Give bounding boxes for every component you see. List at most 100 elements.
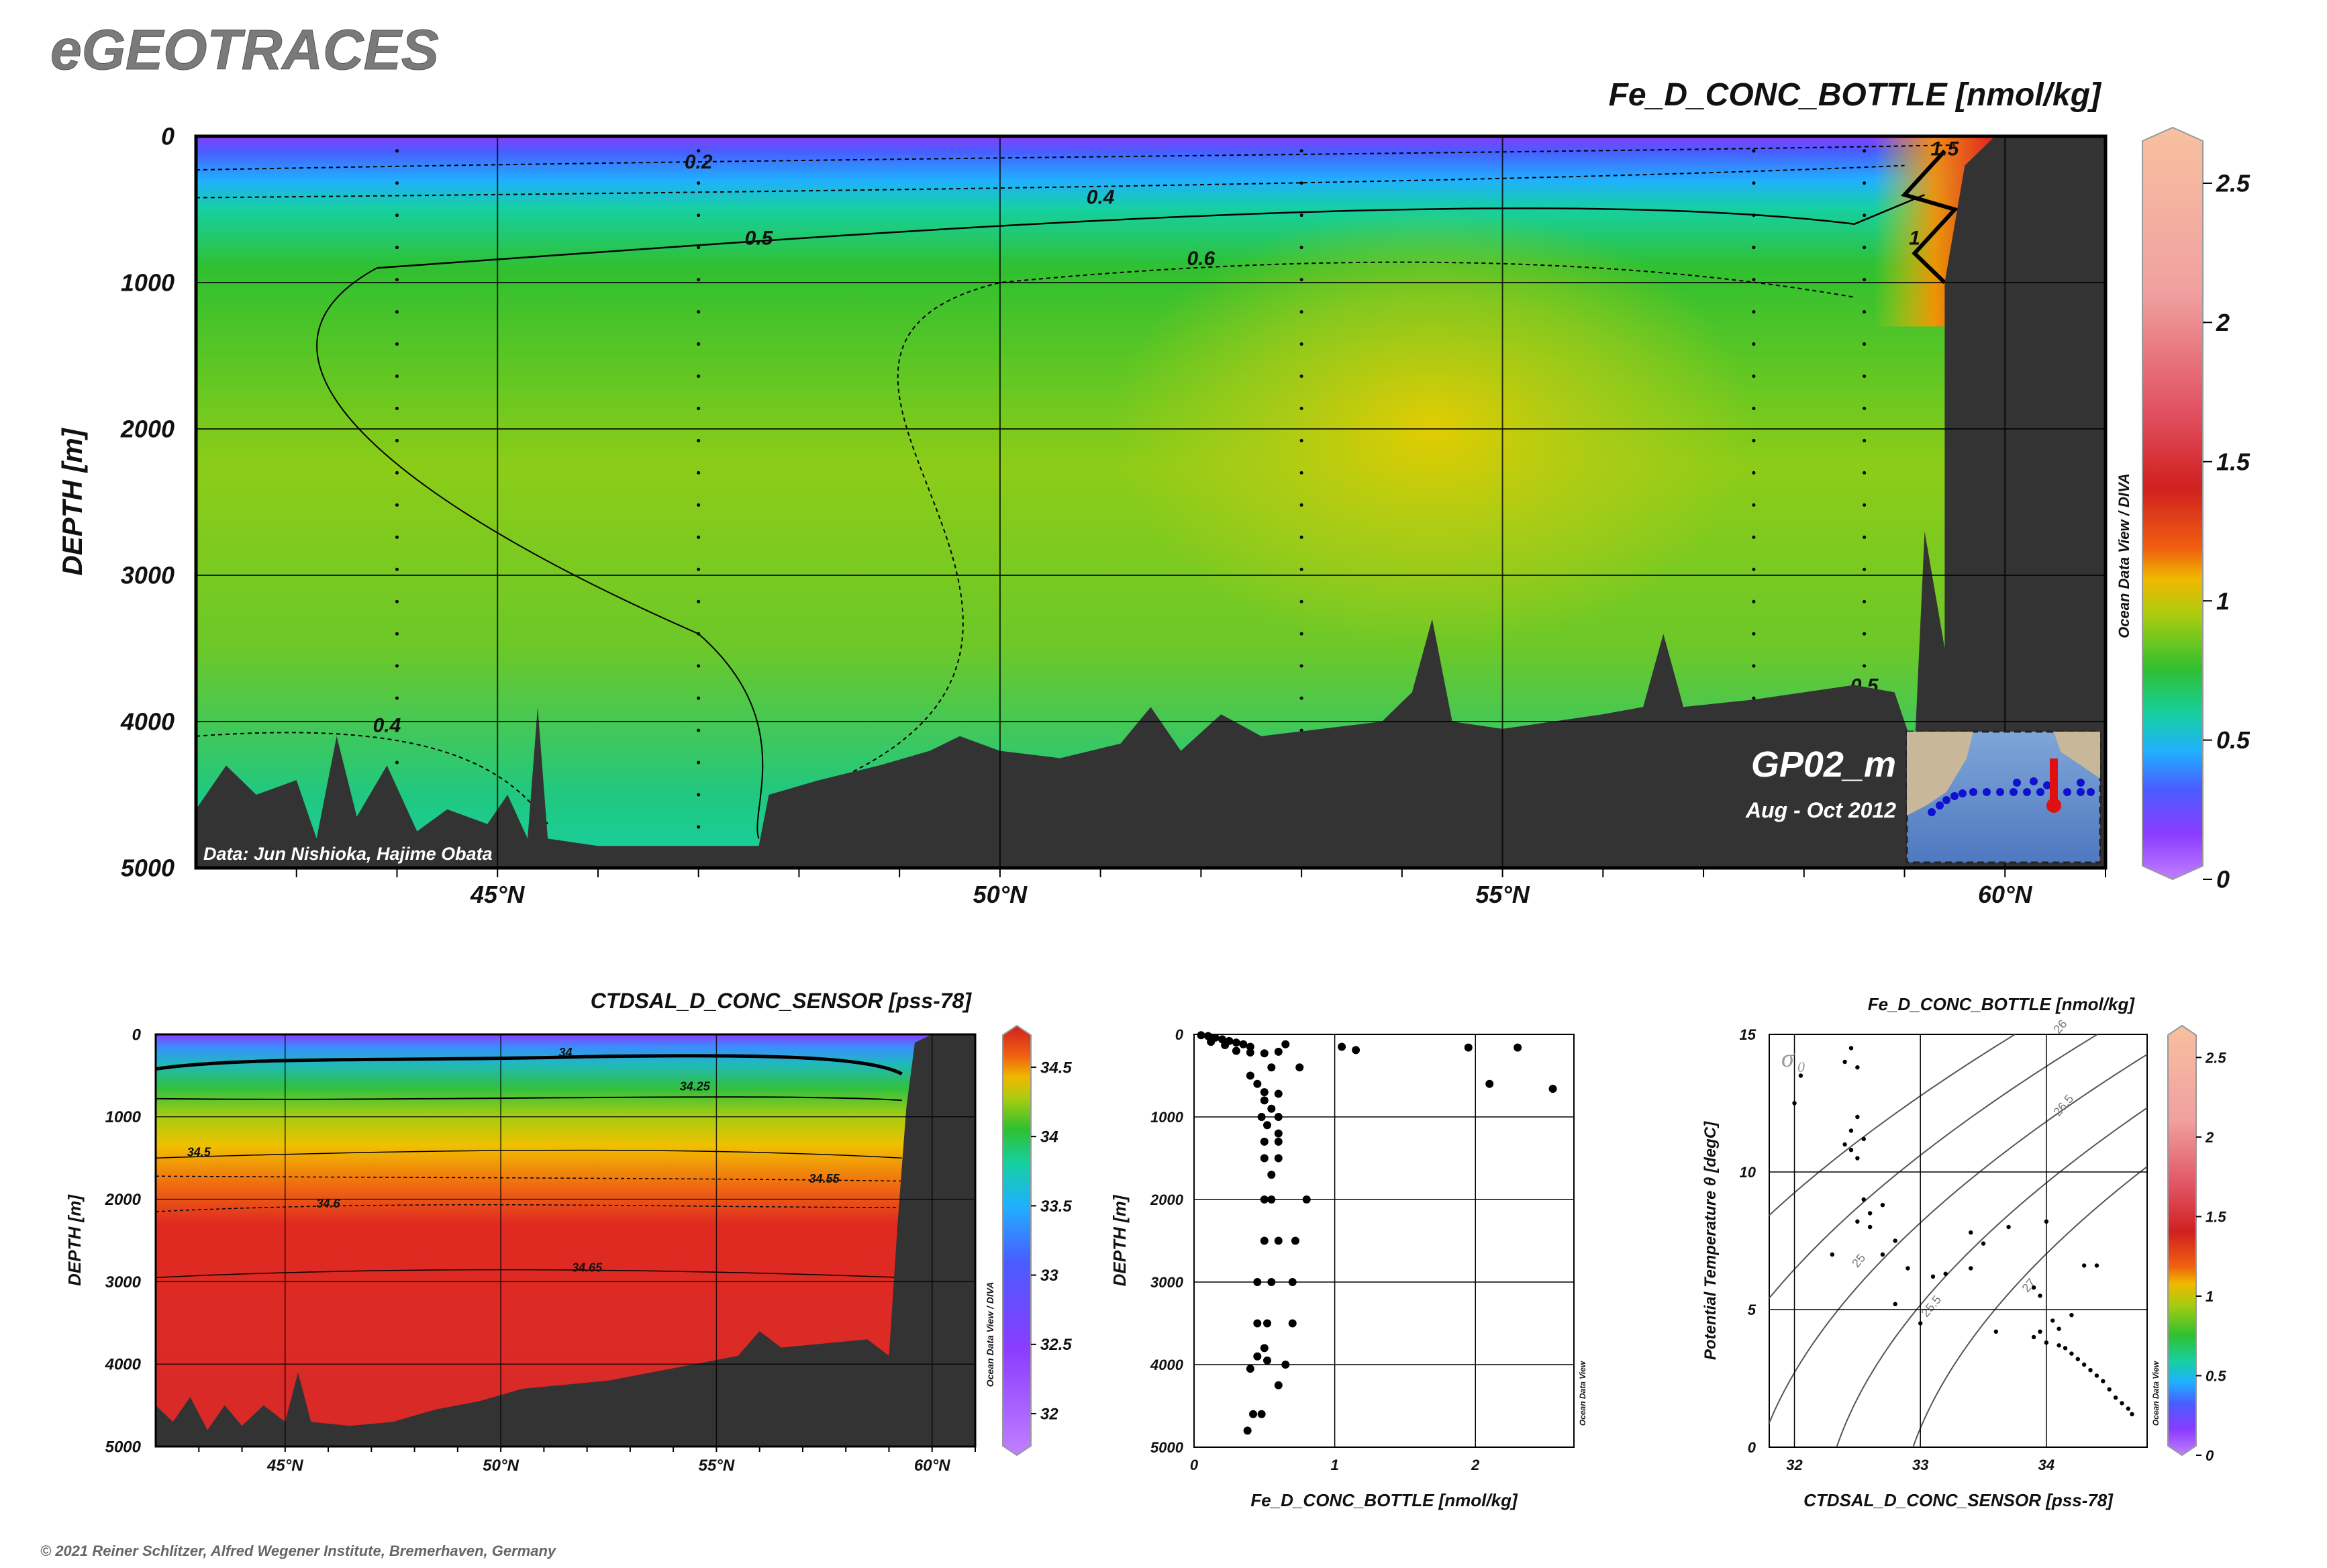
y-tick-label: 3000 <box>105 1273 142 1291</box>
map-station-dot <box>2043 781 2051 789</box>
data-point <box>2031 1334 2036 1340</box>
colorbar <box>2142 126 2204 881</box>
sample-point <box>1752 406 1756 410</box>
data-point <box>1274 1129 1283 1138</box>
sample-point <box>395 438 399 442</box>
sample-point <box>1752 599 1756 603</box>
plot-frame <box>1193 1034 1575 1448</box>
colorbar-tick-label: 0 <box>2206 1447 2214 1464</box>
sample-point <box>1299 278 1303 282</box>
chart-title: Fe_D_CONC_BOTTLE [nmol/kg] <box>1609 77 2102 113</box>
data-point <box>2057 1343 2061 1348</box>
x-tick-label: 55°N <box>699 1457 735 1475</box>
map-station-dot <box>2010 788 2018 796</box>
sample-point <box>697 149 701 153</box>
sample-point <box>697 825 701 829</box>
contour-line <box>155 1096 902 1101</box>
map-station-dot <box>1928 808 1936 816</box>
sample-point <box>1863 567 1867 571</box>
sample-point <box>697 375 701 379</box>
sample-point <box>697 406 701 410</box>
sample-point <box>1863 535 1867 539</box>
contour-label: 0.4 <box>1087 186 1115 208</box>
contour-line <box>195 164 1905 199</box>
sample-point <box>1863 406 1867 410</box>
sample-point <box>1752 632 1756 636</box>
sample-point <box>1752 535 1756 539</box>
colorbar <box>2167 1024 2197 1457</box>
map-station-dot <box>2077 779 2085 787</box>
y-tick-label: 3000 <box>121 562 175 589</box>
colorbar-tick-label: 32 <box>1040 1405 1058 1423</box>
colorbar-tick-label: 2 <box>2205 1129 2214 1146</box>
data-point <box>1257 1113 1266 1121</box>
data-point <box>1969 1266 1973 1271</box>
sigma-label: σ <box>1781 1044 1795 1073</box>
colorbar-tick-label: 1.5 <box>2216 448 2250 475</box>
sample-point <box>1299 471 1303 475</box>
map-station-dot <box>2036 788 2044 796</box>
contour-label: 34.5 <box>187 1146 211 1159</box>
sample-point <box>1752 342 1756 346</box>
data-point <box>1295 1063 1304 1072</box>
data-point <box>2126 1406 2131 1411</box>
x-tick-label: 0 <box>1190 1457 1199 1473</box>
bathymetry-seafloor <box>156 1034 975 1447</box>
data-point <box>2081 1362 2087 1367</box>
sample-point <box>1752 375 1756 379</box>
data-point <box>1267 1063 1276 1072</box>
data-point <box>2031 1285 2036 1290</box>
isopycnal-group <box>1769 1034 2147 1447</box>
sample-point <box>1752 567 1756 571</box>
sample-point <box>395 503 399 507</box>
colorbar-tick-label: 1 <box>2216 587 2230 615</box>
data-point <box>1830 1252 1835 1257</box>
data-point <box>1918 1321 1923 1326</box>
contour-line <box>155 1054 903 1076</box>
data-point <box>1274 1381 1283 1389</box>
data-point <box>2038 1293 2042 1298</box>
data-point <box>1232 1038 1240 1047</box>
colorbar <box>1002 1024 1032 1457</box>
data-point <box>1260 1154 1269 1163</box>
sample-point <box>697 567 701 571</box>
sample-point <box>1299 696 1303 700</box>
data-point <box>1246 1365 1254 1373</box>
data-point <box>1232 1046 1240 1055</box>
data-point <box>1260 1088 1269 1097</box>
copyright-text: © 2021 Reiner Schlitzer, Alfred Wegener … <box>40 1542 557 1559</box>
data-point <box>1848 1046 1854 1050</box>
sample-point <box>1299 181 1303 185</box>
data-point <box>1263 1356 1272 1365</box>
contour-line <box>155 1175 902 1182</box>
sample-point <box>1752 438 1756 442</box>
data-point <box>2075 1357 2080 1362</box>
data-point <box>1207 1038 1216 1046</box>
data-point <box>1260 1236 1269 1245</box>
odv-credit-label: Ocean Data View / DIVA <box>985 1282 995 1387</box>
isopycnal-line <box>1769 1034 2016 1216</box>
odv-credit-label: Ocean Data View <box>2151 1361 2161 1426</box>
y-tick-label: 2000 <box>1150 1191 1184 1208</box>
y-axis-label: Potential Temperature θ [degC] <box>1701 1121 1720 1360</box>
sample-point <box>395 599 399 603</box>
sample-point <box>395 375 399 379</box>
data-point <box>1848 1148 1854 1153</box>
sample-point <box>395 213 399 217</box>
sample-point <box>1299 149 1303 153</box>
data-point <box>1867 1211 1873 1216</box>
colorbar-tick-label: 1 <box>2206 1288 2214 1305</box>
data-point <box>1243 1426 1252 1435</box>
y-axis-label: DEPTH [m] <box>64 1194 85 1286</box>
contour-line <box>195 732 548 825</box>
contour-label: 1 <box>1909 227 1920 249</box>
colorbar-tick-label: 33 <box>1040 1267 1058 1285</box>
data-point <box>2069 1351 2074 1356</box>
data-point <box>1291 1236 1299 1245</box>
map-station-dot <box>1996 788 2004 796</box>
data-point <box>1855 1065 1860 1070</box>
contour-label: 34.65 <box>572 1261 603 1275</box>
map-station-dot <box>1936 801 1944 810</box>
data-point <box>1485 1079 1494 1088</box>
